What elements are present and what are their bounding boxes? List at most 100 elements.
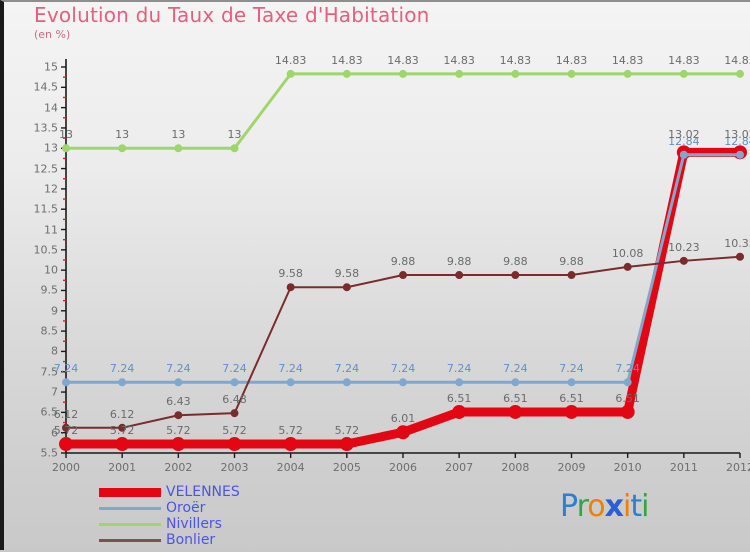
y-axis-tick-label: 12.5 xyxy=(33,162,59,176)
x-axis-tick-label: 2002 xyxy=(164,461,193,474)
data-value-label: 6.51 xyxy=(559,391,584,405)
data-point xyxy=(115,437,130,452)
x-axis-tick-label: 2012 xyxy=(726,461,750,474)
data-value-label: 9.88 xyxy=(559,255,584,269)
chart-plot xyxy=(59,59,747,458)
data-value-label: 10.08 xyxy=(611,246,644,260)
logo-letter: o xyxy=(587,489,605,524)
data-value-label: 14.83 xyxy=(668,53,700,67)
data-value-label: 7.24 xyxy=(334,362,360,376)
data-point xyxy=(286,69,295,78)
logo-letter: x xyxy=(604,489,624,524)
legend-label: Oroër xyxy=(166,500,206,516)
data-value-label: 6.01 xyxy=(390,412,416,426)
page-title: Evolution du Taux de Taxe d'Habitation xyxy=(34,3,430,27)
data-point xyxy=(286,378,295,387)
data-point xyxy=(342,378,351,387)
data-value-label: 9.58 xyxy=(278,267,303,281)
data-point xyxy=(118,378,127,387)
data-point xyxy=(679,69,688,78)
legend-swatch xyxy=(99,487,161,497)
y-axis-tick-label: 11 xyxy=(44,223,58,237)
data-value-label: 7.24 xyxy=(53,362,79,376)
data-point xyxy=(62,378,70,387)
legend-item-bonlier[interactable]: Bonlier xyxy=(99,532,240,548)
data-point xyxy=(564,404,579,419)
x-axis-tick-label: 2005 xyxy=(332,461,361,474)
data-value-label: 7.24 xyxy=(278,362,303,376)
data-value-label: 14.83 xyxy=(387,53,419,67)
data-value-label: 12.84 xyxy=(724,134,750,148)
data-point xyxy=(399,271,407,280)
data-point xyxy=(679,256,688,265)
legend-item-oro-r[interactable]: Oroër xyxy=(99,500,240,516)
data-point xyxy=(62,423,70,432)
data-point xyxy=(508,404,523,419)
y-axis-tick-label: 13 xyxy=(44,141,58,155)
logo-letter: i xyxy=(641,489,649,524)
data-value-label: 14.83 xyxy=(499,53,532,67)
data-point xyxy=(511,271,520,280)
chart-subtitle: (en %) xyxy=(34,28,71,41)
data-value-label: 12.84 xyxy=(668,134,700,148)
data-point xyxy=(736,150,744,159)
data-point xyxy=(736,252,744,261)
data-value-label: 7.24 xyxy=(446,362,472,376)
data-value-label: 6.51 xyxy=(615,391,640,405)
data-value-label: 14.83 xyxy=(443,53,475,67)
data-point xyxy=(452,404,467,419)
data-value-label: 5.72 xyxy=(166,424,191,438)
data-value-label: 10.33 xyxy=(724,236,750,250)
y-axis-tick-label: 5.5 xyxy=(40,446,59,460)
data-point xyxy=(455,69,464,78)
legend-label: VELENNES xyxy=(166,484,240,500)
data-point xyxy=(286,283,295,292)
data-point xyxy=(455,378,464,387)
data-value-label: 9.58 xyxy=(334,267,360,281)
data-point xyxy=(396,425,410,440)
x-axis-tick-label: 2008 xyxy=(501,461,530,474)
logo-letter: r xyxy=(576,489,589,524)
y-axis-tick-label: 8.5 xyxy=(40,324,59,338)
data-value-label: 6.12 xyxy=(53,407,79,421)
x-axis-tick-label: 2001 xyxy=(108,461,137,474)
data-point xyxy=(227,437,242,452)
logo-letter: P xyxy=(560,489,578,524)
data-value-label: 10.23 xyxy=(668,240,700,254)
data-value-label: 5.72 xyxy=(222,424,247,438)
y-axis-tick-label: 6 xyxy=(51,426,58,440)
y-axis-tick-label: 11.5 xyxy=(33,202,59,216)
data-value-label: 14.83 xyxy=(611,53,644,67)
y-axis-tick-label: 6.5 xyxy=(40,405,59,419)
data-point xyxy=(620,404,635,419)
y-axis-tick-label: 7 xyxy=(51,385,58,399)
data-value-label: 9.88 xyxy=(503,255,528,269)
legend-item-nivillers[interactable]: Nivillers xyxy=(99,516,240,532)
data-value-label: 6.12 xyxy=(109,407,135,421)
data-point xyxy=(59,437,73,452)
data-point xyxy=(62,144,70,153)
logo-letter: t xyxy=(630,489,642,524)
chart-header: Evolution du Taux de Taxe d'Habitation (… xyxy=(34,4,430,41)
y-axis-tick-label: 7.5 xyxy=(40,365,59,379)
data-value-label: 13 xyxy=(227,128,242,142)
y-axis-tick-label: 8 xyxy=(51,344,58,358)
data-value-label: 6.43 xyxy=(166,395,191,409)
x-axis-tick-label: 2004 xyxy=(276,461,305,474)
x-axis-tick-label: 2010 xyxy=(613,461,642,474)
data-value-label: 13.02 xyxy=(724,128,750,142)
y-axis-tick-label: 9 xyxy=(51,304,58,318)
data-point xyxy=(230,144,239,153)
y-axis-tick-label: 10.5 xyxy=(33,243,59,257)
data-point xyxy=(399,378,407,387)
logo-letter: i xyxy=(622,489,631,524)
data-point xyxy=(679,150,688,159)
legend-item-velennes[interactable]: VELENNES xyxy=(99,484,240,500)
data-point xyxy=(283,437,298,452)
y-axis-tick-label: 14.5 xyxy=(33,80,59,94)
data-point xyxy=(567,69,576,78)
data-point xyxy=(118,144,127,153)
legend-swatch xyxy=(99,506,161,510)
data-value-label: 5.72 xyxy=(278,424,303,438)
